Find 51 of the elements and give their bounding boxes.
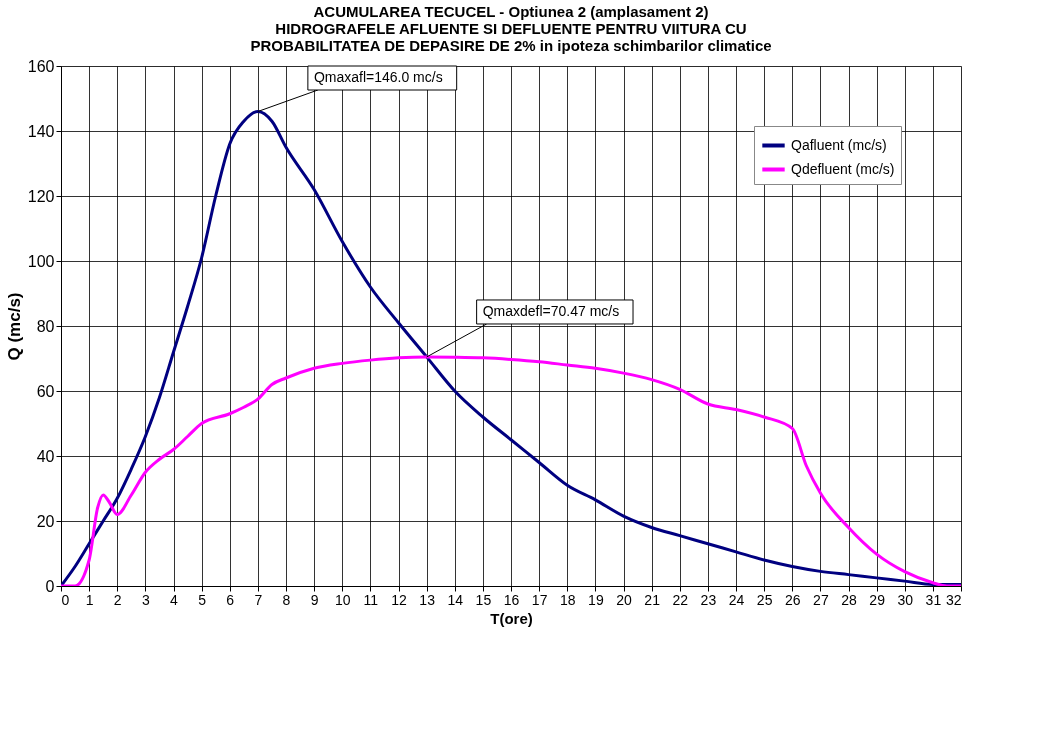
x-tick-label: 24 (728, 591, 745, 608)
x-tick-label: 22 (672, 591, 689, 608)
x-tick-label: 31 (925, 591, 942, 608)
y-axis-title: Q (mc/s) (4, 292, 24, 361)
y-tick-label: 40 (36, 447, 55, 465)
y-tick-label: 20 (36, 512, 55, 530)
x-tick-label: 10 (334, 591, 351, 608)
y-tick-label: 0 (45, 577, 55, 595)
x-tick-label: 21 (644, 591, 661, 608)
y-tick-label: 160 (27, 57, 55, 75)
x-tick-label: 16 (503, 591, 520, 608)
text: HIDROGRAFELE AFLUENTE SI DEFLUENTE PENTRU VIITURA CU (275, 20, 747, 37)
x-tick-label: 14 (447, 591, 464, 608)
x-tick-label: 20 (616, 591, 632, 608)
y-tick-label: 140 (27, 122, 55, 140)
x-tick-label: 30 (897, 591, 914, 608)
x-tick-label: 0 (61, 591, 70, 608)
x-tick-label: 13 (419, 591, 436, 608)
x-axis-title: T(ore) (490, 609, 533, 627)
y-tick-label: 80 (36, 317, 55, 335)
y-tick-label: 120 (27, 187, 55, 205)
x-tick-label: 28 (841, 591, 857, 608)
x-tick-label: 4 (170, 591, 179, 608)
x-tick-label: 25 (756, 591, 773, 608)
x-tick-label: 29 (869, 591, 886, 608)
x-tick-label: 27 (813, 591, 829, 608)
x-tick-label: 19 (588, 591, 604, 608)
x-tick-label: 15 (475, 591, 492, 608)
text: PROBABILITATEA DE DEPASIRE DE 2% in ipoteza schimbarilor climatice (250, 37, 772, 54)
x-tick-label: 32 (945, 591, 962, 608)
x-tick-label: 8 (282, 591, 291, 608)
x-tick-label: 23 (700, 591, 717, 608)
text: ACUMULAREA TECUCEL - Optiunea 2 (amplasament 2) (313, 3, 709, 20)
annotation: Qmaxafl=146.0 mc/s (313, 69, 443, 85)
x-tick-label: 6 (226, 591, 235, 608)
x-tick-label: 7 (254, 591, 263, 608)
x-tick-label: 12 (391, 591, 407, 608)
y-tick-label: 60 (36, 382, 55, 400)
x-tick-label: 5 (198, 591, 207, 608)
x-tick-label: 11 (363, 591, 379, 608)
annotation: Qmaxdefl=70.47 mc/s (482, 302, 620, 319)
x-tick-label: 1 (85, 591, 94, 608)
legend-label: Qdefluent (mc/s) (791, 160, 895, 177)
x-tick-label: 17 (531, 591, 548, 608)
legend-label: Qafluent (mc/s) (791, 136, 887, 153)
x-tick-label: 2 (113, 591, 122, 608)
x-tick-label: 26 (784, 591, 801, 608)
y-tick-label: 100 (27, 252, 55, 270)
x-tick-label: 3 (141, 591, 150, 608)
x-tick-label: 18 (559, 591, 576, 608)
x-tick-label: 9 (310, 591, 319, 608)
